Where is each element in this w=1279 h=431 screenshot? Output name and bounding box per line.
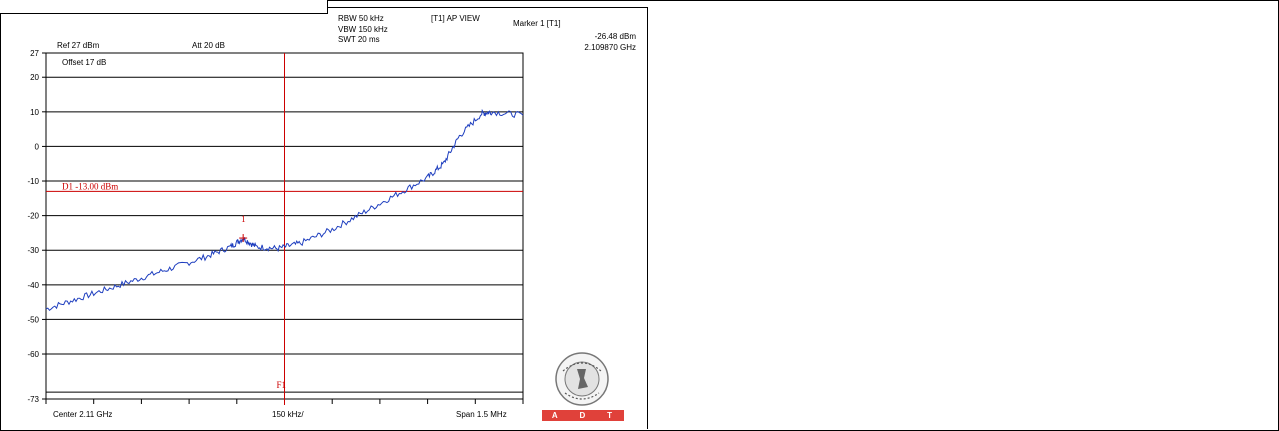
y-tick-label: 0 [35, 142, 40, 151]
marker-frequency: 2.109870 GHz [584, 43, 636, 52]
ref-level-label: Ref 27 dBm [57, 41, 100, 50]
rbw-label: RBW 50 kHz [338, 14, 384, 23]
y-tick-label: -60 [27, 350, 39, 359]
span-label: Span 1.5 MHz [456, 410, 507, 419]
marker-title: Marker 1 [T1] [513, 19, 561, 28]
marker-label: 1 [241, 214, 246, 224]
adt-letter-a: A [551, 411, 560, 420]
trace-line [45, 108, 524, 312]
y-tick-label: -10 [27, 177, 39, 186]
column-divider [647, 7, 648, 429]
y-tick-label: 20 [30, 73, 39, 82]
adt-letter-d: D [579, 411, 588, 420]
limit-line-label: D1 -13.00 dBm [62, 181, 118, 191]
y-edge-label: -73 [27, 395, 39, 404]
bureau-veritas-seal [555, 352, 609, 406]
y-tick-label: -50 [27, 315, 39, 324]
span-per-division-label: 150 kHz/ [272, 410, 304, 419]
y-tick-label: -40 [27, 281, 39, 290]
trace-view-label: [T1] AP VIEW [431, 14, 480, 23]
vbw-label: VBW 150 kHz [338, 25, 388, 34]
frequency-line-label: F1 [277, 380, 287, 390]
y-tick-label: 10 [30, 108, 39, 117]
attenuation-label: Att 20 dB [192, 41, 225, 50]
y-edge-label: 27 [30, 49, 39, 58]
adt-logo: A D T [542, 410, 624, 421]
marker-level: -26.48 dBm [594, 32, 636, 41]
header-divider [327, 7, 647, 8]
y-tick-label: -30 [27, 246, 39, 255]
center-frequency-label: Center 2.11 GHz [53, 410, 113, 419]
sweep-time-label: SWT 20 ms [338, 35, 380, 44]
offset-label: Offset 17 dB [62, 58, 107, 67]
adt-letter-t: T [607, 411, 615, 420]
y-tick-label: -20 [27, 212, 39, 221]
